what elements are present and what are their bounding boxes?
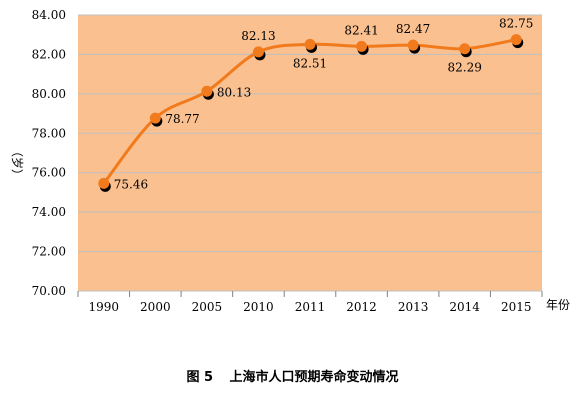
x-axis-label: 年份 — [546, 298, 570, 312]
x-tick-label: 2012 — [346, 300, 377, 314]
y-tick-label: 70.00 — [32, 284, 66, 298]
x-tick-label: 1990 — [89, 300, 120, 314]
data-point — [304, 38, 317, 53]
data-label: 82.13 — [241, 29, 275, 43]
data-point — [510, 34, 524, 49]
data-point — [149, 112, 163, 127]
data-label: 75.46 — [114, 177, 148, 191]
y-tick-label: 82.00 — [32, 47, 66, 61]
x-tick-label: 2015 — [501, 300, 532, 314]
y-tick-label: 80.00 — [32, 87, 66, 101]
data-label: 78.77 — [165, 112, 199, 126]
data-point-marker — [459, 43, 471, 55]
figure-caption: 图 5 上海市人口预期寿命变动情况 — [0, 366, 585, 385]
y-tick-label: 72.00 — [32, 245, 66, 259]
x-tick-label: 2011 — [295, 300, 326, 314]
y-axis-label: （岁） — [10, 145, 25, 181]
x-tick-label: 2010 — [243, 300, 274, 314]
data-label: 82.29 — [447, 61, 481, 75]
chart: 70.00 72.00 74.00 76.00 78.00 80.00 82.00 84.00… — [10, 8, 570, 314]
data-point-marker — [252, 46, 264, 58]
data-point-marker — [407, 39, 419, 51]
markers — [98, 34, 524, 192]
figure-number: 图 5 — [186, 370, 214, 385]
data-point-marker — [356, 40, 368, 52]
x-tick-label: 2000 — [140, 300, 171, 314]
data-label: 82.41 — [344, 23, 378, 37]
data-label: 82.75 — [499, 17, 533, 31]
data-point-marker — [510, 34, 522, 46]
data-labels: 75.46 78.77 80.13 82.13 82.51 82.41 82.47 82.29… — [114, 17, 534, 192]
y-tick-label: 84.00 — [32, 8, 66, 22]
data-point-marker — [98, 177, 110, 189]
figure-title: 上海市人口预期寿命变动情况 — [229, 370, 399, 385]
data-point — [98, 177, 111, 192]
data-point — [407, 39, 421, 54]
data-point-marker — [149, 112, 161, 124]
y-tick-label: 78.00 — [32, 126, 66, 140]
y-tick-label: 76.00 — [32, 166, 66, 180]
y-axis-ticks: 70.00 72.00 74.00 76.00 78.00 80.00 82.00 84.00 — [32, 8, 66, 298]
data-point-marker — [201, 85, 213, 97]
data-point — [356, 40, 369, 55]
data-point — [201, 85, 214, 100]
data-point-marker — [304, 38, 316, 50]
x-tick-label: 2005 — [192, 300, 223, 314]
data-label: 80.13 — [217, 85, 251, 99]
plot-area — [78, 15, 542, 291]
data-label: 82.47 — [396, 22, 430, 36]
data-point — [459, 43, 472, 58]
y-tick-label: 74.00 — [32, 205, 66, 219]
x-tick-label: 2013 — [398, 300, 429, 314]
data-label: 82.51 — [293, 56, 327, 70]
x-tick-label: 2014 — [449, 300, 480, 314]
data-point — [252, 46, 266, 61]
x-axis-ticks: 1990 2000 2005 2010 2011 2012 2013 2014 2015 — [89, 300, 532, 314]
